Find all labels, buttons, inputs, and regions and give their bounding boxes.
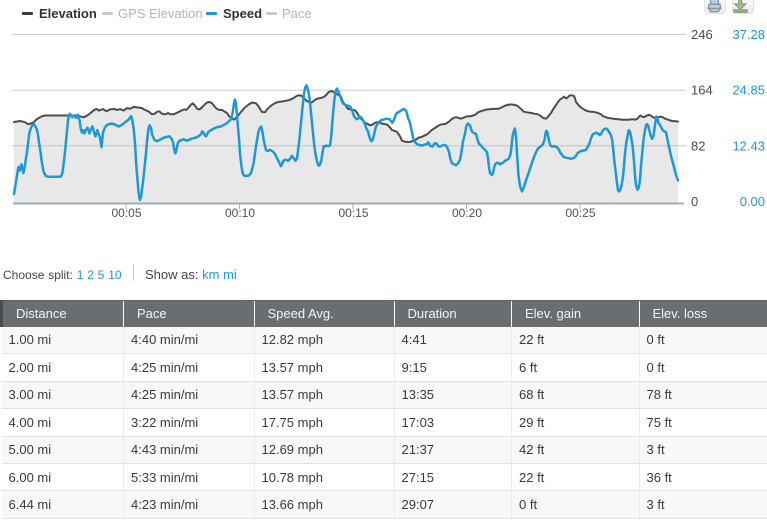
svg-text:00:20: 00:20 xyxy=(452,206,482,220)
svg-text:164: 164 xyxy=(691,83,713,98)
svg-text:24.85: 24.85 xyxy=(732,83,765,98)
svg-text:12.43: 12.43 xyxy=(732,138,765,153)
svg-text:37.28: 37.28 xyxy=(732,27,765,42)
svg-text:00:25: 00:25 xyxy=(565,206,595,220)
svg-text:00:05: 00:05 xyxy=(111,206,141,220)
svg-text:82: 82 xyxy=(691,138,705,153)
svg-text:00:10: 00:10 xyxy=(225,206,255,220)
svg-text:00:15: 00:15 xyxy=(338,206,368,220)
svg-text:246: 246 xyxy=(691,27,713,42)
svg-text:0: 0 xyxy=(691,194,698,209)
svg-text:0.00: 0.00 xyxy=(740,194,765,209)
